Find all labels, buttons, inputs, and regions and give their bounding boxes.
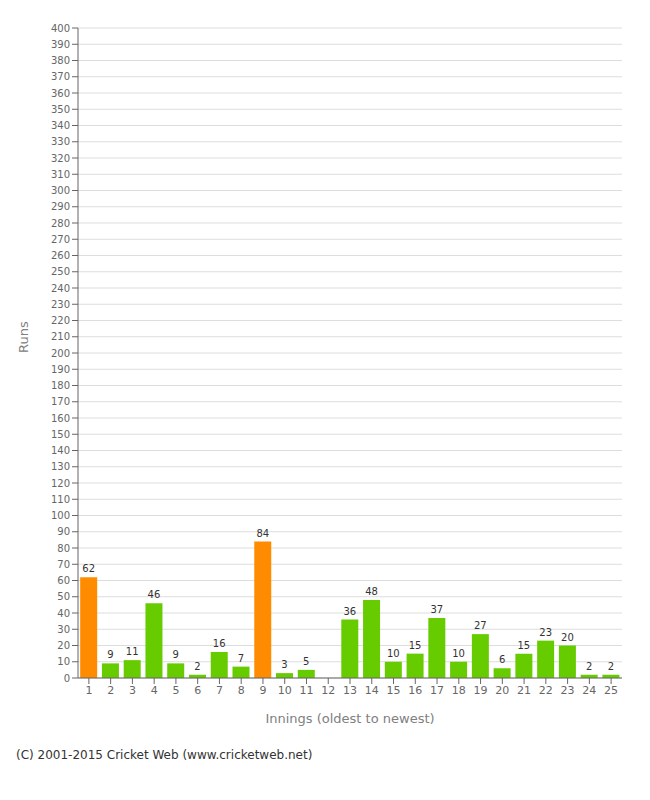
svg-text:70: 70: [57, 559, 70, 570]
svg-text:260: 260: [51, 250, 70, 261]
svg-text:250: 250: [51, 266, 70, 277]
svg-text:11: 11: [126, 646, 139, 657]
svg-text:380: 380: [51, 55, 70, 66]
svg-text:13: 13: [343, 684, 357, 697]
svg-text:6: 6: [194, 684, 201, 697]
svg-text:280: 280: [51, 218, 70, 229]
svg-text:140: 140: [51, 445, 70, 456]
svg-text:23: 23: [561, 684, 575, 697]
svg-text:170: 170: [51, 396, 70, 407]
svg-text:19: 19: [474, 684, 488, 697]
svg-text:5: 5: [303, 656, 309, 667]
svg-text:2: 2: [107, 684, 114, 697]
svg-text:22: 22: [539, 684, 553, 697]
svg-text:18: 18: [452, 684, 466, 697]
svg-text:340: 340: [51, 120, 70, 131]
svg-text:320: 320: [51, 153, 70, 164]
svg-text:16: 16: [213, 638, 226, 649]
svg-text:2: 2: [586, 661, 592, 672]
svg-text:190: 190: [51, 364, 70, 375]
svg-text:180: 180: [51, 380, 70, 391]
svg-text:10: 10: [452, 648, 465, 659]
svg-text:370: 370: [51, 71, 70, 82]
svg-text:360: 360: [51, 88, 70, 99]
svg-text:48: 48: [365, 586, 378, 597]
svg-text:210: 210: [51, 331, 70, 342]
svg-text:24: 24: [582, 684, 596, 697]
svg-text:27: 27: [474, 620, 487, 631]
svg-text:Innings (oldest to newest): Innings (oldest to newest): [265, 711, 434, 726]
svg-text:10: 10: [387, 648, 400, 659]
html-text:(C) 2001-2015 Cricket Web (www: (C) 2001-2015 Cricket Web (www.cricketwe…: [16, 748, 313, 762]
svg-text:90: 90: [57, 526, 70, 537]
svg-text:100: 100: [51, 510, 70, 521]
svg-text:4: 4: [151, 684, 158, 697]
svg-text:30: 30: [57, 624, 70, 635]
svg-text:14: 14: [365, 684, 379, 697]
svg-text:330: 330: [51, 136, 70, 147]
svg-text:2: 2: [194, 661, 200, 672]
svg-text:15: 15: [387, 684, 401, 697]
svg-text:20: 20: [57, 640, 70, 651]
svg-text:23: 23: [539, 627, 552, 638]
svg-text:10: 10: [278, 684, 292, 697]
svg-text:130: 130: [51, 461, 70, 472]
svg-text:84: 84: [256, 528, 269, 539]
svg-text:16: 16: [408, 684, 422, 697]
svg-text:20: 20: [495, 684, 509, 697]
svg-text:7: 7: [238, 653, 244, 664]
svg-text:3: 3: [281, 659, 287, 670]
svg-text:350: 350: [51, 104, 70, 115]
svg-text:9: 9: [107, 649, 113, 660]
svg-text:9: 9: [173, 649, 179, 660]
svg-text:110: 110: [51, 494, 70, 505]
svg-text:0: 0: [64, 673, 70, 684]
svg-text:15: 15: [518, 640, 531, 651]
svg-text:200: 200: [51, 348, 70, 359]
svg-text:6: 6: [499, 654, 505, 665]
svg-text:10: 10: [57, 656, 70, 667]
svg-text:300: 300: [51, 185, 70, 196]
svg-text:50: 50: [57, 591, 70, 602]
svg-text:20: 20: [561, 632, 574, 643]
svg-text:120: 120: [51, 478, 70, 489]
svg-text:17: 17: [430, 684, 444, 697]
svg-text:230: 230: [51, 299, 70, 310]
svg-text:12: 12: [321, 684, 335, 697]
svg-text:240: 240: [51, 283, 70, 294]
svg-text:25: 25: [604, 684, 618, 697]
svg-text:5: 5: [172, 684, 179, 697]
svg-text:60: 60: [57, 575, 70, 586]
svg-text:62: 62: [82, 563, 95, 574]
svg-text:37: 37: [430, 604, 443, 615]
svg-text:2: 2: [608, 661, 614, 672]
svg-text:270: 270: [51, 234, 70, 245]
svg-text:160: 160: [51, 413, 70, 424]
svg-text:7: 7: [216, 684, 223, 697]
svg-text:21: 21: [517, 684, 531, 697]
svg-text:390: 390: [51, 39, 70, 50]
svg-text:290: 290: [51, 201, 70, 212]
svg-text:15: 15: [409, 640, 422, 651]
svg-text:40: 40: [57, 608, 70, 619]
svg-text:46: 46: [148, 589, 161, 600]
svg-text:Runs: Runs: [16, 321, 31, 353]
svg-text:310: 310: [51, 169, 70, 180]
svg-text:400: 400: [51, 23, 70, 34]
svg-text:11: 11: [299, 684, 313, 697]
svg-text:8: 8: [238, 684, 245, 697]
svg-text:80: 80: [57, 543, 70, 554]
svg-text:36: 36: [343, 606, 356, 617]
svg-text:1: 1: [85, 684, 92, 697]
svg-text:150: 150: [51, 429, 70, 440]
svg-text:3: 3: [129, 684, 136, 697]
svg-text:220: 220: [51, 315, 70, 326]
svg-text:9: 9: [259, 684, 266, 697]
